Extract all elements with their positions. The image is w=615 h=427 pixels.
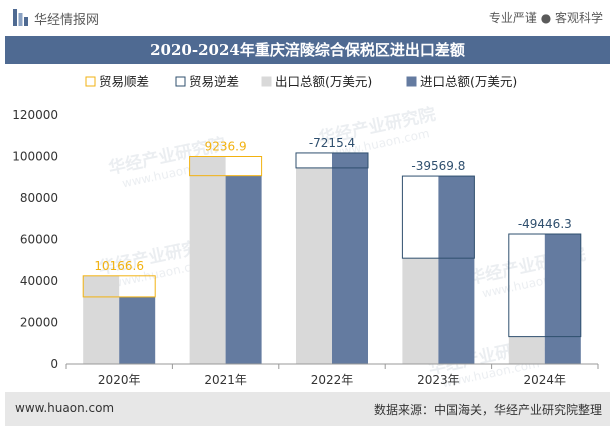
surplus-label: 9236.9 — [205, 140, 247, 154]
x-tick-label: 2024年 — [524, 373, 567, 387]
y-tick-label: 0 — [50, 357, 58, 371]
footer: www.huaon.com 数据来源：中国海关，华经产业研究院整理 — [5, 392, 610, 426]
import-bar — [438, 176, 475, 364]
legend-swatch — [406, 76, 417, 87]
x-tick-label: 2022年 — [311, 373, 354, 387]
logo-icon — [13, 9, 28, 26]
y-tick-label: 80000 — [20, 191, 58, 205]
legend-label: 出口总额(万美元) — [275, 74, 372, 89]
y-tick-label: 120000 — [12, 108, 58, 122]
deficit-box — [295, 152, 369, 169]
site-url: www.huaon.com — [15, 401, 115, 415]
y-tick-label: 100000 — [12, 150, 58, 164]
legend-label: 进口总额(万美元) — [420, 74, 517, 89]
export-bar — [402, 258, 439, 364]
import-bar — [544, 234, 581, 364]
y-tick-label: 20000 — [20, 316, 58, 330]
brand-name: 华经情报网 — [34, 13, 100, 28]
legend-swatch — [175, 76, 186, 87]
y-tick-label: 40000 — [20, 274, 58, 288]
export-bar — [189, 156, 226, 364]
surplus-label: 10166.6 — [94, 259, 144, 273]
export-bar — [508, 336, 545, 364]
import-bar — [225, 175, 262, 364]
deficit-label: -39569.8 — [411, 159, 465, 173]
slogan: 专业严谨 ● 客观科学 — [488, 11, 603, 25]
deficit-label: -49446.3 — [518, 217, 572, 231]
data-source: 数据来源：中国海关，华经产业研究院整理 — [373, 403, 602, 417]
bar-chart: 华经产业研究院www.huaon.com华经产业研究院www.huaon.com… — [12, 74, 599, 391]
x-tick-label: 2021年 — [204, 373, 247, 387]
import-bar — [332, 152, 368, 364]
surplus-box — [82, 275, 156, 298]
export-bar — [296, 167, 332, 364]
title-bar: 2020-2024年重庆涪陵综合保税区进出口差额 — [5, 36, 610, 64]
legend-swatch — [85, 76, 96, 87]
top-bar: 华经情报网 专业严谨 ● 客观科学 — [0, 0, 615, 36]
chart-title: 2020-2024年重庆涪陵综合保税区进出口差额 — [150, 41, 465, 59]
legend-label: 贸易逆差 — [189, 74, 239, 89]
deficit-box — [508, 233, 582, 338]
y-tick-label: 60000 — [20, 233, 58, 247]
x-tick-label: 2020年 — [98, 373, 141, 387]
import-bar — [119, 296, 156, 364]
legend-label: 贸易顺差 — [99, 74, 149, 89]
surplus-box — [189, 156, 263, 177]
export-bar — [83, 275, 120, 364]
deficit-box — [401, 175, 475, 259]
x-tick-label: 2023年 — [417, 373, 460, 387]
legend-swatch — [261, 76, 272, 87]
deficit-label: -7215.4 — [309, 136, 355, 150]
